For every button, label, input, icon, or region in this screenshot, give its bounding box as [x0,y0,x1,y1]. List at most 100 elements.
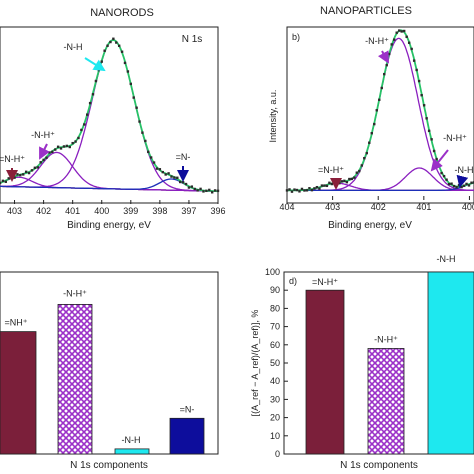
data-point [202,190,205,193]
data-point [465,182,468,186]
data-point [285,189,289,192]
x-tick-label: 403 [325,202,340,212]
bar-label: -N-H⁺ [63,288,87,298]
data-point [415,68,418,72]
peak-annotation: =N-H⁺ [0,154,25,164]
component-peak-curve [287,37,474,192]
data-point [77,136,80,140]
panel-b-spectrum: b) Intensity, a.u. Binding energy, eV 40… [268,26,474,231]
bar [169,417,205,455]
data-point [190,185,194,188]
data-point [467,184,471,187]
bar [57,303,93,455]
panel-a-xlabel: Binding energy, eV [67,220,151,231]
data-point [442,174,446,178]
data-point [7,177,10,180]
panel-d-ylabel: [(A_ref − A_ref)/(A_ref)], % [250,310,260,417]
data-point [19,173,22,177]
y-tick-label: 50 [270,358,280,368]
data-point [187,186,191,189]
panel-b-xlabel: Binding energy, eV [328,220,412,231]
peak-annotation: =N-H⁺ [318,165,344,175]
data-point [328,181,331,184]
data-point [318,187,321,190]
data-point [91,93,95,96]
panel-d-bars: d) [(A_ref − A_ref)/(A_ref)], % N 1s com… [250,254,474,471]
x-tick-label: 402 [371,202,386,212]
data-point [350,177,354,181]
data-point [370,132,373,135]
fit-envelope-curve [287,29,474,192]
data-point [199,187,202,191]
data-point [330,182,334,186]
data-point [62,145,66,148]
data-point [138,120,141,123]
data-point [452,184,456,188]
component-peak-curve [0,39,218,192]
data-point [1,179,5,183]
data-point [184,182,188,186]
data-point [176,176,179,179]
peak-annotation: -N-H⁺ [31,130,55,140]
data-point [196,189,199,192]
data-point [385,63,388,67]
data-point [30,169,34,172]
data-point [293,188,296,191]
component-peak-curve [287,182,474,192]
experimental-points [285,29,474,193]
y-tick-label: 0 [275,449,280,459]
y-tick-label: 10 [270,431,280,441]
panel-b-label: b) [292,32,300,42]
data-point [48,151,51,154]
data-point [120,50,124,53]
data-point [22,173,25,176]
data-point [94,79,98,83]
panel-c-xlabel: N 1s components [70,460,148,471]
annotation-arrow [456,174,469,188]
data-point [155,167,159,170]
x-tick-label: 401 [416,202,431,212]
data-point [216,189,220,193]
y-tick-label: 20 [270,413,280,423]
data-point [27,171,31,175]
data-point [213,189,217,192]
data-point [205,189,208,193]
data-point [88,101,92,105]
data-point [193,187,196,191]
data-point [383,72,386,76]
data-point [407,41,411,44]
x-tick-label: 397 [181,206,196,216]
bar-label: -N-H [437,254,456,264]
data-point [355,171,359,174]
data-point [303,189,306,192]
data-point [65,144,69,148]
data-point [149,156,153,159]
data-point [36,166,39,169]
data-point [358,169,361,173]
peak-annotation: -N-H [455,165,474,175]
data-point [179,180,182,184]
panel-c-frame [0,271,219,455]
data-point [380,86,383,90]
data-point [435,157,438,161]
x-tick-label: 403 [7,206,22,216]
data-point [313,187,316,190]
data-point [420,93,423,97]
data-point [71,141,74,145]
data-point [59,147,63,150]
data-point [320,184,324,187]
data-point [13,176,16,179]
data-point [393,38,396,41]
data-point [74,140,77,143]
data-point [103,49,106,52]
x-tick-label: 400 [94,206,109,216]
data-point [323,184,326,187]
bar-label: =N-H⁺ [312,277,338,287]
data-point [437,163,441,167]
data-point [338,182,341,185]
experimental-points [0,37,220,194]
data-point [24,170,28,174]
data-point [51,150,54,154]
data-point [16,173,19,176]
